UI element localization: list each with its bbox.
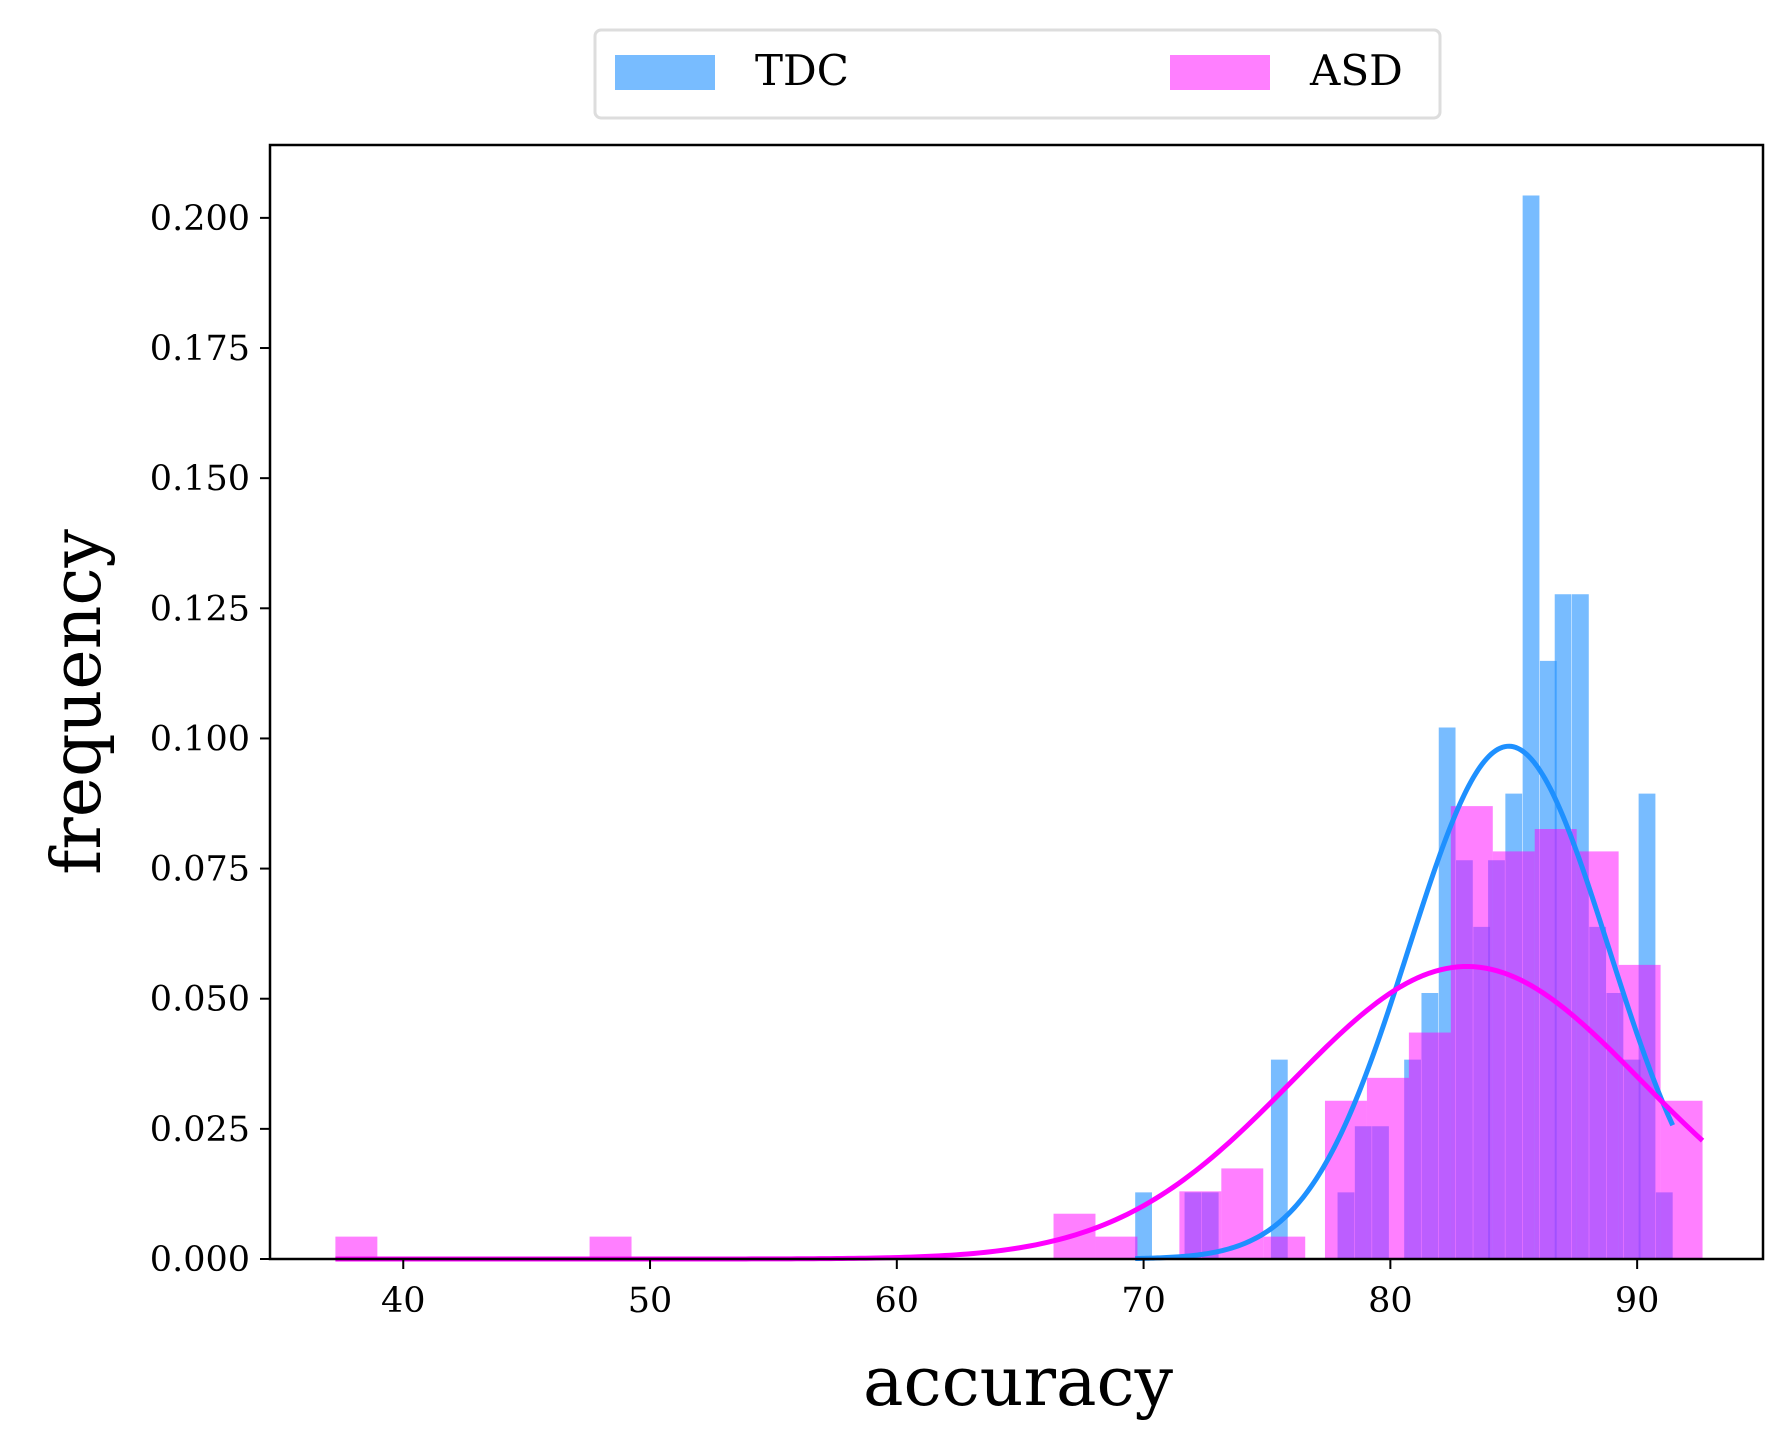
axis-ticks: 40 50 60 70 80 90 0.000 0.025 0.050 0.075 0.100 0.1… <box>150 199 1660 1321</box>
x-tick-label: 70 <box>1121 1281 1166 1321</box>
bar-asd <box>1179 1191 1222 1259</box>
legend-label-tdc: TDC <box>755 46 849 95</box>
legend-swatch-asd <box>1170 55 1270 90</box>
bar-asd <box>1408 1032 1451 1259</box>
bar-asd <box>1492 851 1535 1259</box>
bar-asd <box>1263 1236 1306 1259</box>
bar-asd <box>1618 964 1661 1259</box>
y-tick-label: 0.000 <box>150 1240 250 1280</box>
legend-frame <box>593 28 1442 120</box>
y-tick-label: 0.025 <box>150 1110 250 1150</box>
y-tick-label: 0.175 <box>150 329 250 369</box>
x-tick-label: 50 <box>628 1281 673 1321</box>
y-tick-label: 0.200 <box>150 199 250 239</box>
fit-curve-tdc <box>1135 743 1675 1262</box>
x-tick-label: 90 <box>1615 1281 1660 1321</box>
plot-frame <box>268 143 1765 1261</box>
y-tick-label: 0.050 <box>150 980 250 1020</box>
x-axis-label: accuracy <box>863 1343 1174 1422</box>
bar-asd <box>1366 1077 1409 1259</box>
x-tick-label: 40 <box>381 1281 426 1321</box>
x-tick-label: 60 <box>875 1281 920 1321</box>
legend-swatch-tdc <box>615 55 715 90</box>
bar-asd <box>1660 1100 1703 1259</box>
bar-asd <box>1450 806 1493 1259</box>
legend: TDC ASD <box>593 28 1442 120</box>
y-tick-label: 0.075 <box>150 850 250 890</box>
plot-area <box>335 195 1705 1262</box>
x-tick-label: 80 <box>1368 1281 1413 1321</box>
series-asd-bars <box>335 806 1703 1259</box>
legend-label-asd: ASD <box>1309 46 1403 95</box>
y-tick-label: 0.100 <box>150 719 250 759</box>
bar-asd <box>589 1236 632 1259</box>
y-tick-label: 0.125 <box>150 589 250 629</box>
y-tick-label: 0.150 <box>150 459 250 499</box>
bar-tdc <box>1270 1059 1288 1259</box>
bar-asd <box>335 1236 378 1259</box>
y-axis-label: frequency <box>38 529 117 875</box>
bar-asd <box>1534 829 1577 1259</box>
bar-asd <box>1095 1236 1138 1259</box>
